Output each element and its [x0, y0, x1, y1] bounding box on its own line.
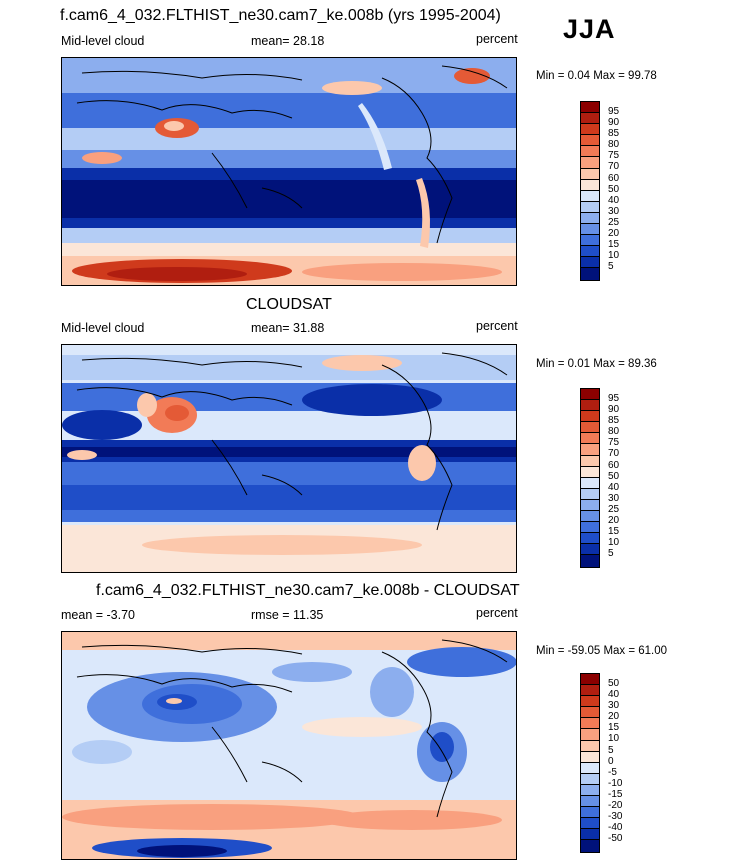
panel-2-title: CLOUDSAT: [246, 296, 332, 313]
panel-2-colorbar-swatches: [580, 388, 600, 568]
colorbar-tick: 20: [608, 228, 620, 239]
panel-3-rmse-label: rmse = 11.35: [251, 608, 324, 622]
colorbar-tick: 30: [608, 206, 620, 217]
colorbar-tick: 60: [608, 173, 620, 184]
panel-3-colorbar: [580, 673, 600, 853]
colorbar-tick: 90: [608, 404, 620, 415]
panel-3-units-label: percent: [476, 606, 518, 620]
panel-3-map-field: [62, 632, 516, 859]
colorbar-tick: 5: [608, 548, 614, 559]
colorbar-tick: 5: [608, 261, 614, 272]
panel-2-mean-label: mean= 31.88: [251, 321, 325, 335]
panel-1-mean-label: mean= 28.18: [251, 34, 325, 48]
colorbar-tick: 95: [608, 393, 620, 404]
panel-3-mean-label: mean = -3.70: [61, 608, 136, 622]
colorbar-tick: 90: [608, 117, 620, 128]
colorbar-tick: -15: [608, 789, 623, 800]
panel-1-map-field: [62, 58, 516, 285]
colorbar-tick: -20: [608, 800, 623, 811]
panel-3-minmax: Min = -59.05 Max = 61.00: [536, 645, 668, 657]
colorbar-tick: 30: [608, 493, 620, 504]
colorbar-tick: 50: [608, 471, 620, 482]
colorbar-tick: 85: [608, 415, 620, 426]
season-label: JJA: [563, 14, 616, 44]
colorbar-tick: -5: [608, 767, 617, 778]
colorbar-tick: 20: [608, 711, 620, 722]
colorbar-tick: 0: [608, 756, 614, 767]
colorbar-tick: -10: [608, 778, 623, 789]
panel-2-minmax: Min = 0.01 Max = 89.36: [536, 358, 657, 370]
colorbar-tick: 75: [608, 437, 620, 448]
colorbar-tick: 20: [608, 515, 620, 526]
colorbar-tick: -40: [608, 822, 623, 833]
colorbar-tick: 10: [608, 537, 620, 548]
colorbar-tick: 70: [608, 161, 620, 172]
panel-2-map-field: [62, 345, 516, 572]
colorbar-tick: 60: [608, 460, 620, 471]
colorbar-tick: 10: [608, 733, 620, 744]
colorbar-tick: 25: [608, 217, 620, 228]
panel-1-minmax: Min = 0.04 Max = 99.78: [536, 70, 657, 82]
panel-3-title: f.cam6_4_032.FLTHIST_ne30.cam7_ke.008b -…: [96, 582, 520, 599]
panel-2-left-label: Mid-level cloud: [61, 321, 145, 335]
colorbar-tick: 40: [608, 195, 620, 206]
colorbar-tick: 15: [608, 722, 620, 733]
panel-1-colorbar: [580, 101, 600, 281]
panel-1-colorbar-swatches: [580, 101, 600, 281]
colorbar-tick: 30: [608, 700, 620, 711]
colorbar-tick: 5: [608, 745, 614, 756]
colorbar-tick: 10: [608, 250, 620, 261]
colorbar-tick: 40: [608, 689, 620, 700]
colorbar-tick: 80: [608, 139, 620, 150]
colorbar-tick: 40: [608, 482, 620, 493]
colorbar-tick: 50: [608, 184, 620, 195]
panel-1-map: [61, 57, 517, 286]
colorbar-tick: 15: [608, 239, 620, 250]
panel-1-units-label: percent: [476, 32, 518, 46]
panel-3-colorbar-swatches: [580, 673, 600, 853]
colorbar-tick: 85: [608, 128, 620, 139]
colorbar-tick: 75: [608, 150, 620, 161]
colorbar-tick: 95: [608, 106, 620, 117]
colorbar-tick: -30: [608, 811, 623, 822]
colorbar-tick: 70: [608, 448, 620, 459]
colorbar-tick: -50: [608, 833, 623, 844]
panel-2-colorbar: [580, 388, 600, 568]
panel-1-left-label: Mid-level cloud: [61, 34, 145, 48]
panel-3-map: [61, 631, 517, 860]
colorbar-tick: 25: [608, 504, 620, 515]
colorbar-tick: 50: [608, 678, 620, 689]
panel-1-title: f.cam6_4_032.FLTHIST_ne30.cam7_ke.008b (…: [60, 7, 501, 24]
colorbar-tick: 15: [608, 526, 620, 537]
colorbar-tick: 80: [608, 426, 620, 437]
panel-2-units-label: percent: [476, 319, 518, 333]
panel-2-map: [61, 344, 517, 573]
